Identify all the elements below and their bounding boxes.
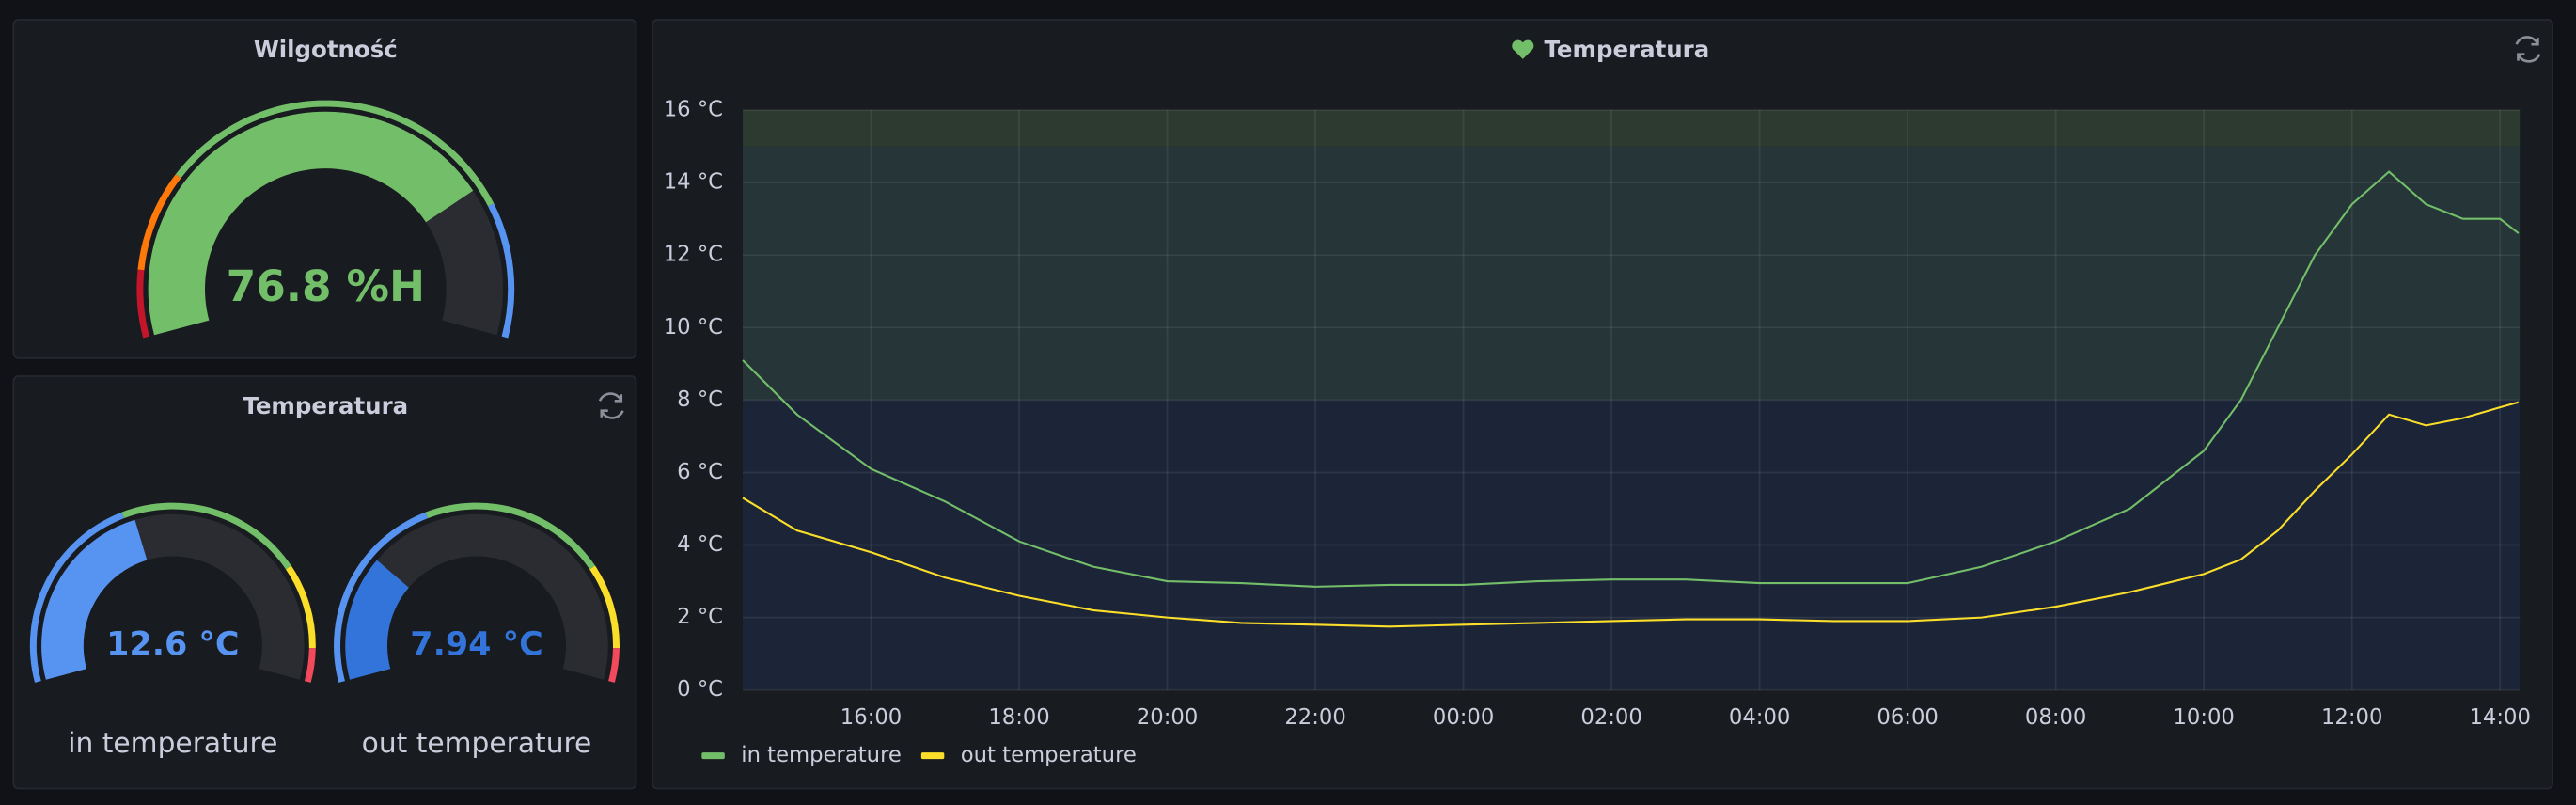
y-tick-label: 10 °C bbox=[664, 315, 723, 339]
x-tick-label: 14:00 bbox=[2469, 705, 2530, 730]
threshold-band bbox=[743, 146, 2521, 401]
x-tick-label: 06:00 bbox=[1877, 705, 1938, 730]
gauge-panel bbox=[12, 375, 637, 790]
x-tick-label: 02:00 bbox=[1580, 705, 1641, 730]
threshold-arc bbox=[29, 512, 124, 683]
y-tick-label: 2 °C bbox=[677, 605, 723, 629]
refresh-icon[interactable] bbox=[598, 392, 624, 419]
panel-title: Temperatura bbox=[1545, 36, 1710, 63]
x-tick-label: 16:00 bbox=[840, 705, 902, 730]
x-tick-label: 04:00 bbox=[1729, 705, 1790, 730]
legend-swatch bbox=[920, 752, 945, 760]
panel-title: Wilgotność bbox=[254, 36, 398, 63]
gauge-value: 76.8 %H bbox=[227, 261, 425, 311]
gauge-fill bbox=[148, 111, 474, 336]
x-tick-label: 18:00 bbox=[988, 705, 1049, 730]
health-icon bbox=[1512, 39, 1534, 59]
gauge-value: 12.6 °C bbox=[106, 626, 239, 664]
threshold-arc bbox=[334, 512, 429, 683]
gauge-value: 7.94 °C bbox=[410, 626, 542, 664]
threshold-arc bbox=[136, 269, 149, 339]
legend-swatch bbox=[701, 752, 725, 760]
y-tick-label: 8 °C bbox=[677, 387, 723, 412]
x-tick-label: 08:00 bbox=[2025, 705, 2086, 730]
x-tick-label: 22:00 bbox=[1284, 705, 1345, 730]
threshold-arc bbox=[608, 648, 620, 683]
y-tick-label: 4 °C bbox=[677, 532, 723, 557]
y-tick-label: 0 °C bbox=[677, 677, 723, 702]
legend-label: out temperature bbox=[961, 743, 1137, 767]
series-line bbox=[742, 170, 2520, 588]
y-tick-label: 14 °C bbox=[664, 170, 723, 195]
threshold-arc bbox=[121, 502, 291, 570]
threshold-arc bbox=[286, 565, 316, 649]
threshold-arc bbox=[304, 648, 316, 683]
gauge-fill bbox=[345, 560, 409, 680]
y-tick-label: 16 °C bbox=[664, 98, 723, 122]
x-tick-label: 00:00 bbox=[1433, 705, 1494, 730]
x-tick-label: 20:00 bbox=[1137, 705, 1198, 730]
threshold-arc bbox=[175, 100, 495, 207]
threshold-arc bbox=[425, 502, 596, 570]
gauge-name: out temperature bbox=[362, 727, 592, 760]
y-tick-label: 6 °C bbox=[677, 460, 723, 484]
gauge-name: in temperature bbox=[68, 727, 277, 760]
gauge-fill bbox=[41, 519, 148, 680]
threshold-arc bbox=[589, 565, 620, 649]
x-tick-label: 12:00 bbox=[2321, 705, 2382, 730]
threshold-arc bbox=[137, 174, 181, 271]
threshold-band bbox=[743, 400, 2521, 690]
legend-label: in temperature bbox=[741, 743, 902, 767]
y-tick-label: 12 °C bbox=[664, 243, 723, 267]
x-tick-label: 10:00 bbox=[2173, 705, 2234, 730]
series-line bbox=[742, 401, 2520, 628]
threshold-band bbox=[743, 110, 2521, 147]
gauge-track bbox=[345, 513, 608, 680]
threshold-arc bbox=[488, 203, 515, 339]
refresh-icon[interactable] bbox=[2515, 36, 2541, 63]
panel-title: Temperatura bbox=[243, 392, 408, 419]
